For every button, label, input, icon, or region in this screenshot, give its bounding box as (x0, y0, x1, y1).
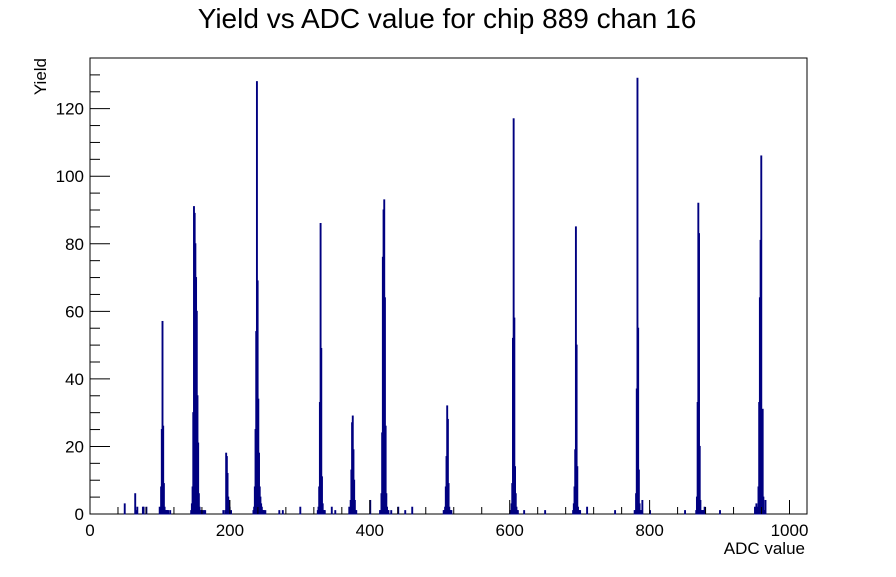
x-tick-label: 200 (216, 521, 244, 540)
histogram-bar (334, 510, 337, 515)
y-tick-label: 0 (75, 505, 84, 524)
histogram-bar (404, 510, 407, 515)
x-tick-label: 400 (356, 521, 384, 540)
histogram-bar (614, 510, 617, 515)
histogram-bar (202, 510, 205, 515)
histogram-bar (764, 499, 767, 515)
x-axis-title: ADC value (724, 539, 805, 558)
histogram-bar (230, 510, 233, 515)
histogram-bar (760, 155, 763, 515)
histogram-bar (169, 510, 172, 515)
y-tick-label: 20 (65, 437, 84, 456)
histogram-bar (204, 510, 207, 515)
histogram-bar (523, 510, 526, 515)
histogram-bar (123, 503, 126, 515)
histogram-bar (387, 510, 390, 515)
histogram-bar (262, 510, 265, 515)
y-tick-label: 100 (56, 167, 84, 186)
histogram-bar (142, 506, 145, 515)
histogram-bar (330, 506, 333, 515)
histogram-bar (390, 510, 393, 515)
histogram-bar (586, 506, 589, 515)
histogram-bar (222, 510, 225, 515)
histogram-bar (703, 506, 706, 515)
histogram-bar (684, 510, 686, 515)
x-tick-label: 800 (635, 521, 663, 540)
y-tick-label: 60 (65, 302, 84, 321)
tick-labels: 0 200 400 600 800 1000 0 20 40 60 80 100 120 (56, 100, 809, 540)
histogram-bar (754, 506, 756, 515)
histogram-bar (450, 510, 453, 515)
histogram-bar (355, 510, 358, 515)
x-tick-label: 600 (496, 521, 524, 540)
histogram-bar (158, 506, 161, 515)
histogram-bar (719, 510, 721, 515)
histogram-bar (264, 510, 267, 515)
histogram-bar (411, 506, 414, 515)
histogram-bar (278, 510, 281, 515)
y-tick-label: 80 (65, 235, 84, 254)
histogram-bar (281, 510, 284, 515)
y-axis-title: Yield (31, 58, 50, 95)
histogram-bar (544, 510, 547, 515)
y-tick-label: 120 (56, 100, 84, 119)
histogram-bar (323, 510, 326, 515)
y-tick-label: 40 (65, 370, 84, 389)
histogram-bar (641, 499, 644, 515)
histogram-bar (134, 510, 137, 515)
histogram-bar (579, 510, 582, 515)
histogram-bar (136, 506, 139, 515)
axis-ticks (89, 57, 791, 515)
x-tick-label: 0 (85, 521, 94, 540)
histogram-bar (299, 506, 302, 515)
histogram-bar (167, 510, 170, 515)
x-tick-label: 1000 (771, 521, 809, 540)
chart-title: Yield vs ADC value for chip 889 chan 16 (198, 3, 697, 34)
histogram-bar (516, 510, 519, 515)
histogram-bars (123, 77, 767, 515)
